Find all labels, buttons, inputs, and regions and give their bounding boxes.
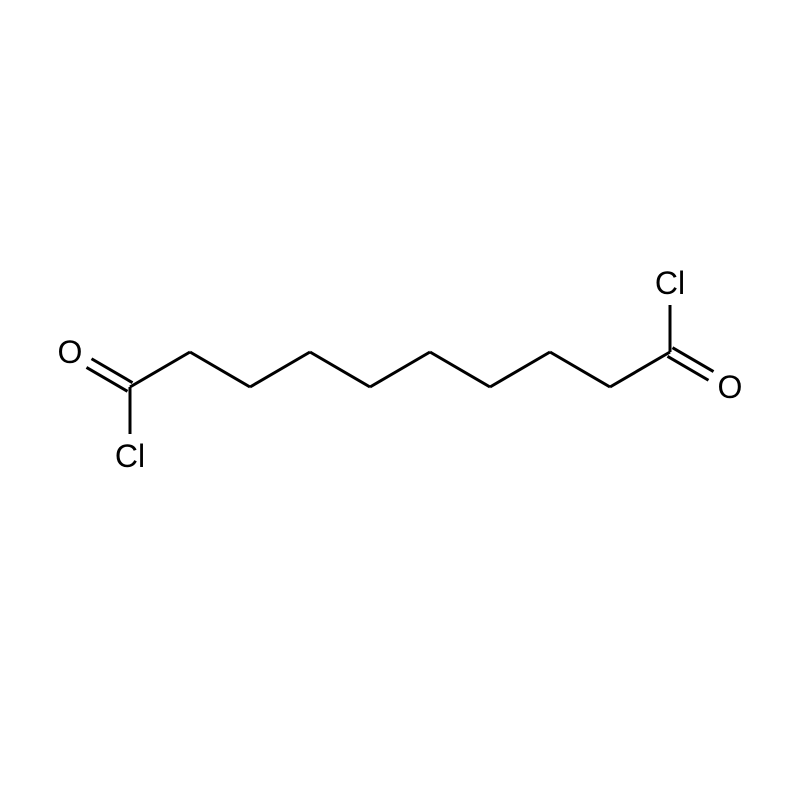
atom-label-o2: O	[718, 369, 743, 405]
bond-C1-O1-a	[92, 359, 133, 383]
bond-C10-O2-b	[673, 348, 714, 372]
atom-label-cl1: Cl	[115, 438, 145, 474]
bond-C6-C7	[430, 352, 490, 387]
atom-label-o1: O	[58, 334, 83, 370]
bond-C1-O1-b	[86, 367, 127, 391]
bond-C4-C5	[310, 352, 370, 387]
bond-C1-C2	[130, 352, 190, 387]
bond-C3-C4	[250, 352, 310, 387]
bond-C9-C10	[610, 352, 670, 387]
bond-C2-C3	[190, 352, 250, 387]
molecule-diagram: O Cl Cl O	[0, 0, 800, 800]
bond-C5-C6	[370, 352, 430, 387]
bond-C8-C9	[550, 352, 610, 387]
atom-label-cl2: Cl	[655, 265, 685, 301]
bond-C7-C8	[490, 352, 550, 387]
bond-C10-O2-a	[667, 356, 708, 380]
